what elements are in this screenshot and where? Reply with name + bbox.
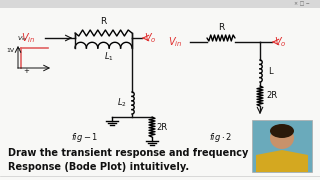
Text: 2R: 2R xyxy=(156,123,168,132)
Text: $V_{in}$: $V_{in}$ xyxy=(17,34,27,43)
Polygon shape xyxy=(256,150,308,172)
Ellipse shape xyxy=(270,127,294,149)
Text: $V_{in}$: $V_{in}$ xyxy=(21,31,35,45)
Text: L: L xyxy=(268,66,272,75)
Text: R: R xyxy=(100,17,107,26)
Text: +: + xyxy=(23,68,29,74)
Text: $V_o$: $V_o$ xyxy=(144,31,156,45)
Bar xyxy=(252,120,312,172)
Bar xyxy=(0,0,320,8)
Text: $fig-1$: $fig-1$ xyxy=(71,131,99,144)
Text: $fig\cdot2$: $fig\cdot2$ xyxy=(209,131,231,144)
Text: R: R xyxy=(218,23,224,32)
Ellipse shape xyxy=(270,124,294,138)
Text: 1V: 1V xyxy=(6,48,14,53)
Text: × □ −: × □ − xyxy=(294,1,310,6)
Text: $L_2$: $L_2$ xyxy=(117,97,127,109)
Text: $V_{in}$: $V_{in}$ xyxy=(168,35,182,49)
Text: Draw the transient response and frequency
Response (Bode Plot) intuitively.: Draw the transient response and frequenc… xyxy=(8,148,248,172)
Text: 2R: 2R xyxy=(267,91,277,100)
Text: $L_1$: $L_1$ xyxy=(104,51,113,63)
Text: $V_o$: $V_o$ xyxy=(274,35,286,49)
